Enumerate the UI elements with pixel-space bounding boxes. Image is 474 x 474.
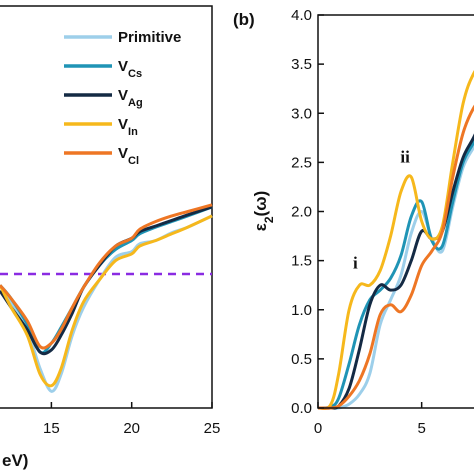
y-tick-label: 4.0	[291, 7, 312, 24]
y-tick-label: 2.0	[291, 204, 312, 221]
panel-b-series	[317, 69, 474, 410]
series-line-vcs	[317, 138, 474, 410]
series-line-vin	[317, 69, 474, 410]
legend-label-vcs: VCs	[118, 58, 142, 80]
series-line-vag	[317, 133, 474, 410]
series-line-vcl	[317, 104, 474, 410]
x-tick-label: 5	[417, 420, 425, 437]
panel-b-annotations: iiii	[353, 147, 410, 272]
x-tick-label: 0	[314, 420, 322, 437]
series-line-vcl	[0, 203, 213, 350]
peak-annotation-1: i	[353, 253, 358, 272]
y-tick-label: 2.5	[291, 154, 312, 171]
panel-a-x-axis-title: eV)	[2, 451, 28, 470]
legend-label-vag: VAg	[118, 87, 143, 109]
series-line-vin	[0, 214, 213, 388]
y-tick-label: 0.5	[291, 351, 312, 368]
panel-a-series	[0, 203, 213, 393]
y-tick-label: 1.0	[291, 302, 312, 319]
peak-annotation-2: ii	[400, 147, 410, 166]
panel-b-y-ticks: 0.0 0.5 1.0 1.5 2.0 2.5 3.0 3.5 4.0	[291, 7, 324, 417]
legend-label-vcl: VCl	[118, 145, 139, 167]
legend-label-primitive: Primitive	[118, 29, 181, 46]
legend-label-vin: VIn	[118, 116, 138, 138]
x-tick-label: 20	[123, 420, 140, 437]
panel-b-label: (b)	[233, 10, 255, 29]
y-tick-label: 3.0	[291, 105, 312, 122]
y-tick-label: 3.5	[291, 56, 312, 73]
x-tick-label: 25	[204, 420, 221, 437]
x-tick-label: 15	[43, 420, 60, 437]
y-tick-label: 0.0	[291, 400, 312, 417]
y-tick-label: 1.5	[291, 253, 312, 270]
panel-b-y-axis-title: ε2(ω)	[251, 191, 276, 231]
panel-a-x-ticks: 15 20 25	[43, 402, 220, 437]
legend: Primitive VCs VAg VIn VCl	[64, 29, 181, 167]
series-line-primitive	[0, 214, 213, 393]
panel-a: 15 20 25 eV) Primitive VCs VAg VIn VCl	[0, 5, 220, 470]
